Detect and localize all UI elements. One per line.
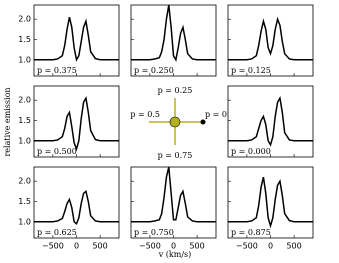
panel-label: p = 0.750 xyxy=(134,228,174,237)
y-tick-label: 2.0 xyxy=(18,96,31,105)
y-tick-label: 2.0 xyxy=(18,177,31,186)
y-tick-label: 1.5 xyxy=(18,35,31,44)
x-tick-label: 0 xyxy=(268,242,273,251)
y-axis-label: relative emission xyxy=(3,87,12,156)
y-tick-label: 1.5 xyxy=(18,116,31,125)
line xyxy=(228,16,313,61)
x-tick-label: −500 xyxy=(139,242,161,251)
line xyxy=(228,176,313,229)
orbit-label: p = 0 xyxy=(205,110,227,119)
orbit-diagram: p = 0.25 p = 0.5 p = 0 p = 0.75 xyxy=(130,86,227,160)
panel-label: p = 0.000 xyxy=(231,147,271,156)
line xyxy=(34,189,119,226)
panel-label: p = 0.500 xyxy=(37,147,77,156)
x-tick-label: 500 xyxy=(92,242,107,251)
line xyxy=(34,16,119,62)
y-tick-label: 1.0 xyxy=(18,217,31,226)
orbit-label: p = 0.75 xyxy=(158,151,193,160)
panel-label: p = 0.875 xyxy=(231,228,271,237)
x-tick-label: 500 xyxy=(189,242,204,251)
x-axis-label: v (km/s) xyxy=(158,250,192,259)
panel-label: p = 0.375 xyxy=(37,66,77,75)
x-tick-label: 0 xyxy=(171,242,176,251)
panel-label: p = 0.125 xyxy=(231,66,271,75)
orbit-label: p = 0.25 xyxy=(158,86,193,95)
line xyxy=(228,95,313,147)
orbit-label: p = 0.5 xyxy=(130,110,160,119)
x-tick-label: 0 xyxy=(74,242,79,251)
x-tick-label: −500 xyxy=(42,242,64,251)
x-tick-label: −500 xyxy=(236,242,258,251)
y-tick-label: 1.0 xyxy=(18,55,31,64)
star xyxy=(169,116,181,128)
line xyxy=(131,166,216,223)
panel-label: p = 0.250 xyxy=(134,66,174,75)
line xyxy=(131,4,216,62)
y-tick-label: 1.0 xyxy=(18,136,31,145)
x-tick-label: 500 xyxy=(286,242,301,251)
y-tick-label: 2.0 xyxy=(18,15,31,24)
line xyxy=(34,95,119,152)
y-tick-label: 1.5 xyxy=(18,197,31,206)
panel-label: p = 0.625 xyxy=(37,228,77,237)
companion xyxy=(200,119,206,125)
